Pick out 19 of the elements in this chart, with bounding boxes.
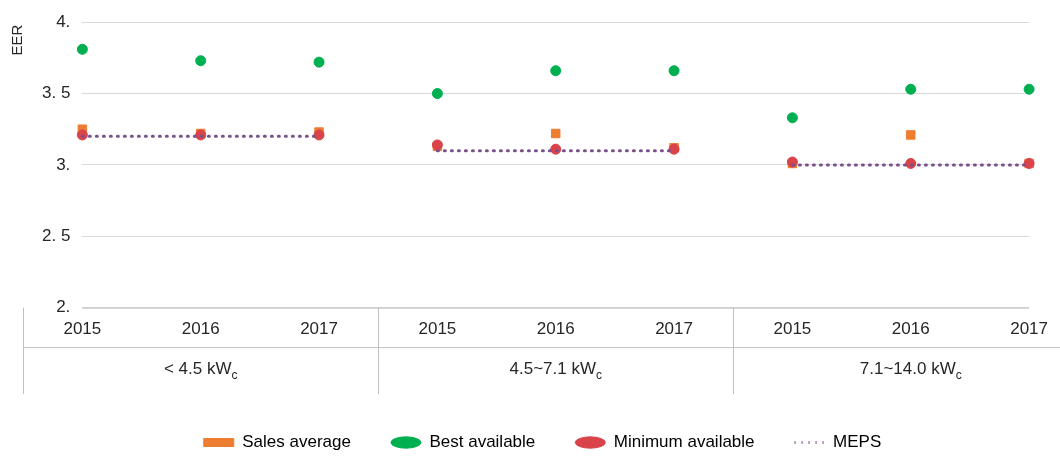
x-tick-label: 2016 (536, 319, 575, 339)
y-axis-title: EER (8, 24, 26, 56)
y-tick-label: 2. (56, 297, 71, 317)
x-tick-label: 2015 (773, 319, 812, 339)
y-tick-label: 3. 5 (42, 83, 71, 103)
x-tick-label: 2016 (891, 319, 930, 339)
y-tick-label: 3. (56, 154, 71, 174)
y-tick-label: 2. 5 (42, 225, 71, 245)
x-tick-label: 2017 (655, 319, 693, 339)
legend-label: MEPS (833, 432, 882, 452)
y-tick-label: 4. (56, 11, 71, 31)
legend-label: Sales average (242, 432, 351, 452)
legend-label: Minimum available (613, 432, 755, 452)
x-tick-label: 2016 (181, 319, 220, 339)
x-tick-label: 2017 (300, 319, 338, 339)
x-tick-label: 2017 (1010, 319, 1048, 339)
x-tick-label: 2015 (63, 319, 102, 339)
x-tick-label: 2015 (418, 319, 457, 339)
legend-label: Best available (429, 432, 536, 452)
